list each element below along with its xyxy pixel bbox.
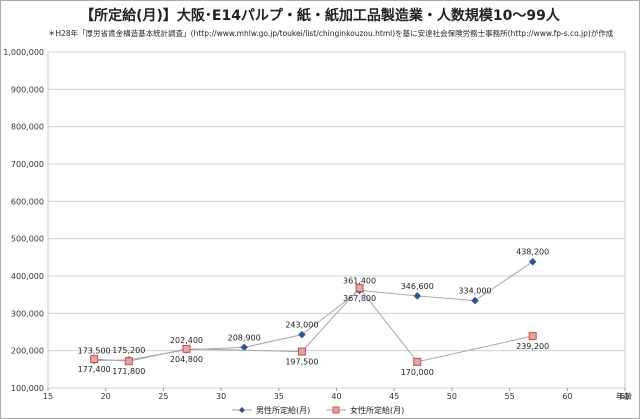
female-data-label: 197,500 [285, 358, 318, 367]
x-tick-label: 30 [216, 392, 226, 401]
male-data-point [240, 343, 249, 352]
legend-female-label: 女性所定給(月) [350, 405, 404, 415]
male-data-point [528, 257, 537, 266]
legend-female-marker [332, 406, 340, 414]
y-tick-label: 300,000 [11, 309, 44, 318]
male-data-label: 334,000 [458, 287, 491, 296]
male-data-label: 202,400 [170, 336, 203, 345]
male-data-label: 173,500 [78, 347, 111, 356]
legend-male-marker [239, 407, 245, 413]
female-data-label: 239,200 [516, 342, 549, 351]
plot-border [47, 51, 626, 389]
y-tick-label: 100,000 [11, 384, 44, 393]
x-tick-label: 40 [331, 392, 341, 401]
female-data-label: 170,000 [401, 368, 434, 377]
female-data-label: 177,400 [78, 365, 111, 374]
male-data-label: 346,600 [401, 282, 434, 291]
male-data-label: 208,900 [228, 333, 261, 342]
male-data-label: 243,000 [285, 321, 318, 330]
male-data-label: 361,400 [343, 276, 376, 285]
y-tick-label: 800,000 [11, 123, 44, 132]
female-data-point [182, 344, 191, 353]
x-tick-label: 35 [274, 392, 284, 401]
female-data-point [355, 284, 364, 293]
x-tick-label: 60 [562, 392, 572, 401]
legend-male-label: 男性所定給(月) [256, 405, 310, 415]
x-tick-label: 50 [447, 392, 457, 401]
male-data-label: 438,200 [516, 248, 549, 257]
x-tick-label: 45 [389, 392, 399, 401]
x-tick-label: 15 [43, 392, 53, 401]
female-data-point [124, 357, 133, 366]
female-data-point [413, 357, 422, 366]
y-tick-label: 1,000,000 [3, 48, 44, 57]
female-data-point [90, 355, 99, 364]
female-data-point [297, 347, 306, 356]
y-tick-label: 400,000 [11, 272, 44, 281]
x-tick-label: 25 [158, 392, 168, 401]
female-data-label: 204,800 [170, 355, 203, 364]
x-tick-label: 65 [620, 392, 630, 401]
male-data-point [298, 330, 306, 339]
x-tick-label: 55 [505, 392, 515, 401]
chart-subtitle: ＊H28年「厚労省賃金構造基本統計調査」(http://www.mhlw.go.… [48, 29, 614, 38]
x-axis-label: 年齢 [616, 391, 632, 401]
x-tick-label: 20 [101, 392, 111, 401]
female-data-label: 367,800 [343, 294, 376, 303]
y-tick-label: 600,000 [11, 197, 44, 206]
female-data-point [528, 332, 537, 341]
male-data-point [471, 296, 479, 305]
female-data-label: 171,800 [112, 367, 145, 376]
male-data-label: 175,200 [112, 346, 145, 355]
male-data-point [413, 292, 422, 300]
y-tick-label: 500,000 [11, 235, 44, 244]
chart-title: 【所定給(月)】大阪･E14パルプ・紙・紙加工品製造業・人数規模10～99人 [80, 8, 560, 24]
y-tick-label: 700,000 [11, 160, 44, 169]
y-tick-label: 900,000 [11, 85, 44, 94]
y-tick-label: 200,000 [11, 347, 44, 356]
